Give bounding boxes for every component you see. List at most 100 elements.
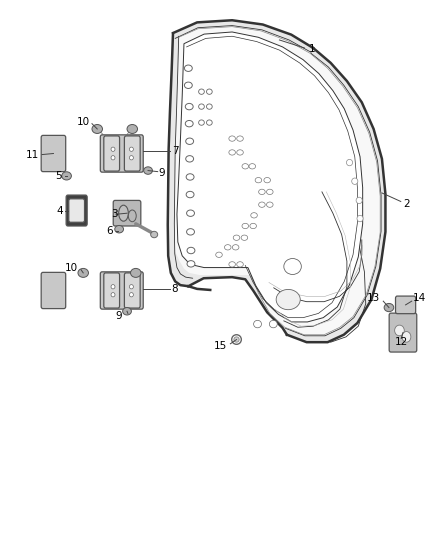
Ellipse shape xyxy=(131,269,141,277)
Ellipse shape xyxy=(234,337,239,342)
Ellipse shape xyxy=(186,191,194,198)
Ellipse shape xyxy=(185,120,193,127)
Ellipse shape xyxy=(232,245,239,250)
Text: 10: 10 xyxy=(65,263,78,272)
Ellipse shape xyxy=(258,189,265,195)
Text: 14: 14 xyxy=(413,294,426,303)
Text: 8: 8 xyxy=(172,284,178,294)
Text: 3: 3 xyxy=(111,209,117,219)
Ellipse shape xyxy=(199,89,204,94)
Ellipse shape xyxy=(384,303,394,312)
Ellipse shape xyxy=(229,136,236,141)
Ellipse shape xyxy=(130,293,133,297)
Text: 2: 2 xyxy=(403,199,410,208)
FancyBboxPatch shape xyxy=(389,313,417,352)
Ellipse shape xyxy=(250,223,257,229)
Ellipse shape xyxy=(266,202,273,207)
Polygon shape xyxy=(177,32,363,322)
Ellipse shape xyxy=(284,259,301,274)
Ellipse shape xyxy=(352,178,358,184)
Ellipse shape xyxy=(356,197,362,204)
Text: 11: 11 xyxy=(26,150,39,159)
Ellipse shape xyxy=(255,177,261,183)
Ellipse shape xyxy=(199,104,204,109)
Ellipse shape xyxy=(187,247,195,254)
Ellipse shape xyxy=(185,103,193,110)
Ellipse shape xyxy=(357,215,363,222)
Text: 13: 13 xyxy=(367,294,380,303)
Ellipse shape xyxy=(229,150,236,155)
Ellipse shape xyxy=(186,138,194,144)
Text: 4: 4 xyxy=(56,206,63,215)
Text: 9: 9 xyxy=(159,168,165,177)
Text: 1: 1 xyxy=(309,44,315,54)
Ellipse shape xyxy=(111,285,115,289)
FancyBboxPatch shape xyxy=(104,273,120,308)
Ellipse shape xyxy=(184,65,192,71)
FancyBboxPatch shape xyxy=(124,136,140,171)
Ellipse shape xyxy=(199,120,204,125)
Ellipse shape xyxy=(242,164,249,169)
Ellipse shape xyxy=(187,229,194,235)
Text: 6: 6 xyxy=(106,226,113,236)
Ellipse shape xyxy=(123,308,131,315)
Ellipse shape xyxy=(207,120,212,125)
Ellipse shape xyxy=(225,245,231,250)
FancyBboxPatch shape xyxy=(69,199,85,222)
FancyBboxPatch shape xyxy=(66,195,87,226)
Ellipse shape xyxy=(233,235,240,240)
FancyBboxPatch shape xyxy=(41,272,66,309)
Ellipse shape xyxy=(266,189,273,195)
Ellipse shape xyxy=(237,136,244,141)
Text: 12: 12 xyxy=(395,337,408,347)
Ellipse shape xyxy=(127,125,138,133)
Ellipse shape xyxy=(119,205,128,221)
FancyBboxPatch shape xyxy=(113,200,141,226)
Text: 9: 9 xyxy=(115,311,122,320)
Ellipse shape xyxy=(346,159,353,166)
FancyBboxPatch shape xyxy=(100,135,143,172)
Ellipse shape xyxy=(232,335,241,344)
Ellipse shape xyxy=(184,82,192,88)
Text: 5: 5 xyxy=(56,171,62,181)
Ellipse shape xyxy=(186,174,194,180)
Ellipse shape xyxy=(62,172,71,180)
Text: 15: 15 xyxy=(214,342,227,351)
Ellipse shape xyxy=(111,293,115,297)
Ellipse shape xyxy=(276,289,300,310)
Ellipse shape xyxy=(237,262,244,267)
Ellipse shape xyxy=(251,213,257,218)
Ellipse shape xyxy=(258,202,265,207)
Ellipse shape xyxy=(207,104,212,109)
FancyBboxPatch shape xyxy=(124,273,140,308)
Ellipse shape xyxy=(130,285,133,289)
FancyBboxPatch shape xyxy=(100,272,143,309)
Ellipse shape xyxy=(111,147,115,151)
Ellipse shape xyxy=(151,231,158,238)
FancyBboxPatch shape xyxy=(104,136,120,171)
Polygon shape xyxy=(168,20,385,342)
Ellipse shape xyxy=(207,89,212,94)
Ellipse shape xyxy=(130,147,133,151)
Ellipse shape xyxy=(254,320,261,328)
Ellipse shape xyxy=(92,125,102,133)
Ellipse shape xyxy=(215,252,222,257)
Ellipse shape xyxy=(111,156,115,160)
Ellipse shape xyxy=(128,210,136,222)
Ellipse shape xyxy=(395,325,404,336)
Ellipse shape xyxy=(187,261,195,267)
Ellipse shape xyxy=(264,177,271,183)
Text: 10: 10 xyxy=(77,117,90,126)
Ellipse shape xyxy=(229,262,236,267)
FancyBboxPatch shape xyxy=(396,296,416,313)
Ellipse shape xyxy=(402,332,411,342)
Ellipse shape xyxy=(78,269,88,277)
Ellipse shape xyxy=(187,210,194,216)
Ellipse shape xyxy=(115,225,124,233)
FancyBboxPatch shape xyxy=(41,135,66,172)
Ellipse shape xyxy=(249,164,255,169)
Ellipse shape xyxy=(237,150,244,155)
Ellipse shape xyxy=(144,167,152,174)
Ellipse shape xyxy=(130,156,133,160)
Ellipse shape xyxy=(242,223,249,229)
